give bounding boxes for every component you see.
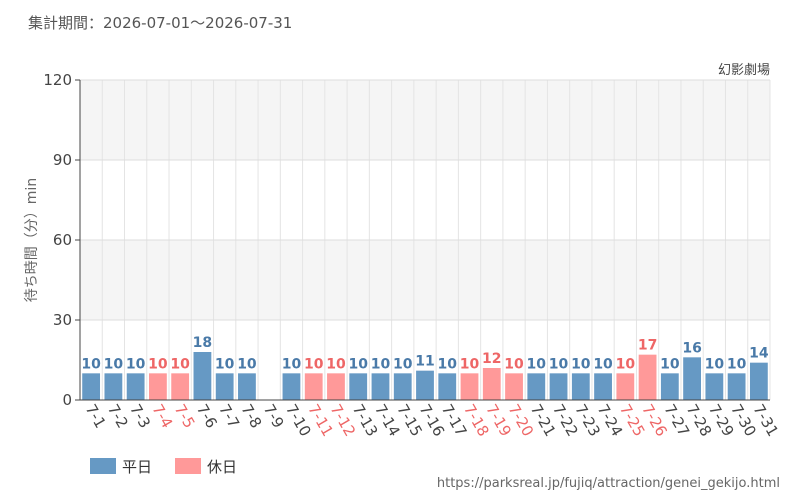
- value-label-7-14: 10: [371, 356, 391, 372]
- bar-7-22: [549, 373, 568, 400]
- value-label-7-10: 10: [282, 356, 302, 372]
- y-tick-labels: 0 30 60 90 120: [43, 71, 80, 409]
- value-label-7-3: 10: [126, 356, 146, 372]
- value-label-7-22: 10: [549, 356, 569, 372]
- bar-7-13: [349, 373, 368, 400]
- bar-7-26: [638, 354, 657, 400]
- bar-7-15: [393, 373, 412, 400]
- bar-7-14: [371, 373, 390, 400]
- plot-band: [80, 80, 770, 160]
- x-tick-label: 7-9: [260, 401, 288, 431]
- value-label-7-16: 11: [415, 354, 434, 370]
- bar-7-24: [594, 373, 612, 400]
- legend-swatch-weekday: [90, 458, 116, 474]
- x-tick-label: 7-4: [148, 401, 176, 431]
- y-tick-label: 30: [53, 311, 72, 329]
- bar-7-16: [416, 370, 434, 400]
- bar-7-29: [705, 373, 724, 400]
- x-tick-label: 7-5: [171, 401, 199, 431]
- value-label-7-17: 10: [438, 356, 458, 372]
- legend-label-weekday: 平日: [122, 458, 152, 476]
- value-label-7-30: 10: [727, 356, 747, 372]
- bar-7-31: [749, 362, 768, 400]
- plot-background: [80, 80, 770, 400]
- x-tick-label: 7-6: [193, 401, 221, 431]
- value-label-7-13: 10: [348, 356, 368, 372]
- bars-group: [82, 352, 768, 400]
- bar-7-8: [238, 373, 256, 400]
- legend-swatch-holiday: [175, 458, 201, 474]
- value-label-7-28: 16: [682, 340, 701, 356]
- bar-7-4: [149, 373, 167, 400]
- bar-7-10: [282, 373, 301, 400]
- x-tick-label: 7-8: [237, 401, 265, 431]
- y-tick-label: 60: [53, 231, 72, 249]
- value-label-7-29: 10: [705, 356, 725, 372]
- bar-7-6: [193, 352, 212, 400]
- bar-7-17: [438, 373, 457, 400]
- value-label-7-5: 10: [170, 356, 190, 372]
- bar-7-25: [616, 373, 635, 400]
- value-label-7-24: 10: [593, 356, 613, 372]
- legend: 平日 休日: [90, 458, 237, 476]
- period-label: 集計期間：2026-07-01～2026-07-31: [28, 14, 292, 32]
- bar-7-21: [527, 373, 546, 400]
- bar-7-2: [104, 373, 123, 400]
- value-label-7-20: 10: [504, 356, 524, 372]
- value-label-7-26: 17: [638, 338, 657, 354]
- value-label-7-23: 10: [571, 356, 591, 372]
- value-label-7-15: 10: [393, 356, 413, 372]
- bar-7-1: [82, 373, 101, 400]
- value-label-7-18: 10: [460, 356, 480, 372]
- x-tick-label: 7-3: [126, 401, 154, 431]
- value-label-7-12: 10: [326, 356, 346, 372]
- x-tick-label: 7-7: [215, 401, 243, 431]
- plot-band: [80, 160, 770, 240]
- value-label-7-7: 10: [215, 356, 235, 372]
- value-label-7-1: 10: [81, 356, 101, 372]
- y-axis-label: 待ち時間（分）min: [24, 178, 40, 302]
- x-tick-label: 7-1: [82, 401, 110, 431]
- bar-7-30: [727, 373, 746, 400]
- value-label-7-19: 12: [482, 351, 501, 367]
- plot-band: [80, 240, 770, 320]
- bar-7-19: [482, 368, 501, 400]
- attraction-title: 幻影劇場: [718, 63, 770, 78]
- x-tick-labels: 7-17-27-37-47-57-67-77-87-97-107-117-127…: [82, 401, 782, 439]
- bar-7-12: [327, 373, 345, 400]
- bar-7-23: [571, 373, 590, 400]
- bar-7-11: [304, 373, 323, 400]
- value-label-7-31: 14: [749, 346, 769, 362]
- bar-7-5: [171, 373, 190, 400]
- value-label-7-2: 10: [104, 356, 124, 372]
- value-label-7-25: 10: [616, 356, 636, 372]
- bar-7-27: [660, 373, 679, 400]
- value-label-7-21: 10: [527, 356, 547, 372]
- source-url: https://parksreal.jp/fujiq/attraction/ge…: [437, 476, 780, 491]
- value-label-7-6: 18: [193, 335, 212, 351]
- value-label-7-27: 10: [660, 356, 680, 372]
- x-tick-label: 7-2: [104, 401, 132, 431]
- y-tick-label: 90: [53, 151, 72, 169]
- bar-7-18: [460, 373, 479, 400]
- legend-label-holiday: 休日: [207, 458, 237, 476]
- bar-7-28: [683, 357, 701, 400]
- value-label-7-11: 10: [304, 356, 324, 372]
- y-tick-label: 120: [43, 71, 72, 89]
- bar-7-3: [126, 373, 145, 400]
- bar-7-7: [215, 373, 234, 400]
- y-tick-label: 0: [62, 391, 72, 409]
- bar-7-20: [505, 373, 523, 400]
- value-label-7-8: 10: [237, 356, 257, 372]
- value-label-7-4: 10: [148, 356, 168, 372]
